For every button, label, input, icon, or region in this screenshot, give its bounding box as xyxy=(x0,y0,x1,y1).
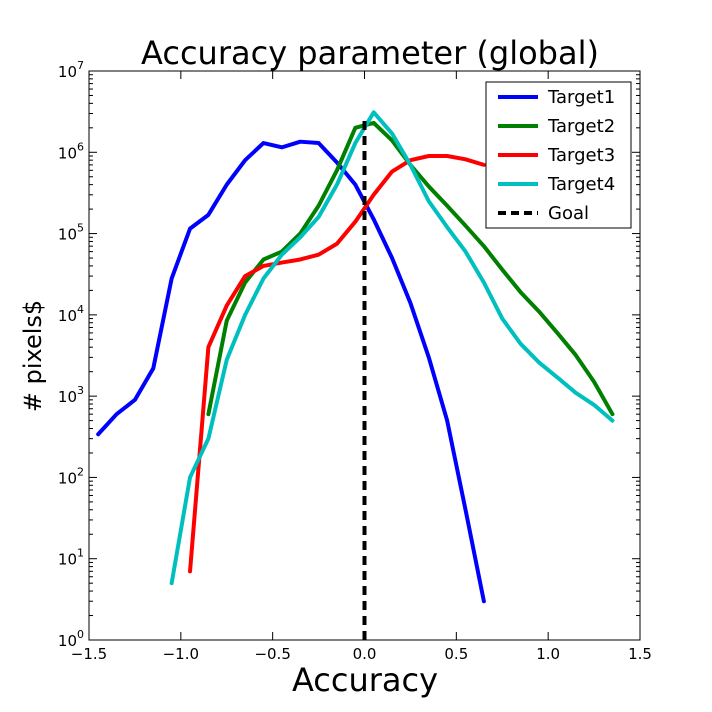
y-tick-label: 102 xyxy=(58,465,84,487)
legend-label: Target1 xyxy=(547,87,615,108)
legend-label: Target3 xyxy=(547,145,615,166)
y-tick-label: 105 xyxy=(58,222,84,244)
ticks-layer: −1.5 −1.0 −0.5 0.0 0.5 1.0 1.5 100 101 102 103 104 1… xyxy=(58,59,652,663)
legend: Target1 Target2 Target3 Target4 Goal xyxy=(485,81,632,229)
y-axis-label: # pixels$ xyxy=(19,300,47,412)
series-layer xyxy=(96,110,615,640)
x-axis-label: Accuracy xyxy=(292,661,438,699)
y-tick-label: 106 xyxy=(58,140,84,162)
x-tick-label: 1.5 xyxy=(628,645,652,663)
series-line-target3 xyxy=(188,154,486,574)
x-tick-label: 1.0 xyxy=(536,645,560,663)
legend-label: Target2 xyxy=(547,116,615,137)
y-tick-label: 101 xyxy=(58,547,84,569)
chart-title: Accuracy parameter (global) xyxy=(141,34,599,72)
x-tick-label: −1.0 xyxy=(163,645,199,663)
legend-label: Target4 xyxy=(547,174,615,195)
y-tick-label: 103 xyxy=(58,384,84,406)
x-tick-label: −1.5 xyxy=(71,645,107,663)
x-tick-label: −0.5 xyxy=(254,645,290,663)
series-line-target4 xyxy=(169,110,615,586)
series-line-target1 xyxy=(96,139,486,604)
x-tick-label: 0.0 xyxy=(353,645,377,663)
legend-label: Goal xyxy=(548,203,589,224)
x-tick-label: 0.5 xyxy=(444,645,468,663)
y-tick-label: 104 xyxy=(58,303,84,325)
y-tick-label: 107 xyxy=(58,59,84,81)
y-tick-label: 100 xyxy=(58,628,84,650)
